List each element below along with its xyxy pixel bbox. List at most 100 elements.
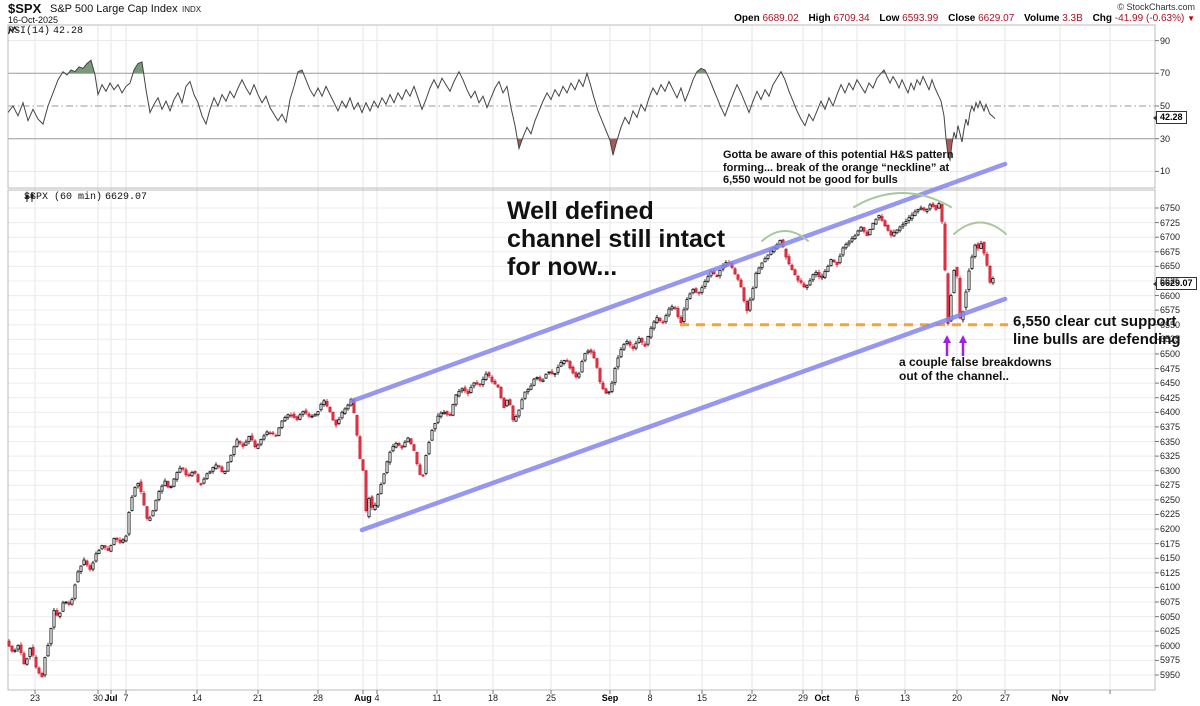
x-axis-label: 8 bbox=[647, 693, 653, 703]
rsi-oversold-fill bbox=[517, 138, 963, 160]
x-axis-label: 15 bbox=[696, 693, 707, 703]
x-axis-label: 29 bbox=[797, 693, 808, 703]
x-axis-label: Aug bbox=[354, 693, 372, 703]
y-axis-label: 6325 bbox=[1160, 451, 1181, 462]
y-axis-label: 6650 bbox=[1160, 261, 1181, 272]
y-axis-label: 6150 bbox=[1160, 553, 1181, 564]
high-value: 6709.34 bbox=[833, 13, 870, 24]
chg-label: Chg bbox=[1092, 13, 1113, 24]
y-axis-label: 6025 bbox=[1160, 626, 1181, 637]
y-axis-label: 5975 bbox=[1160, 655, 1181, 666]
volume-label: Volume bbox=[1024, 13, 1060, 24]
y-axis-label: 6300 bbox=[1160, 465, 1181, 476]
x-axis-label: 14 bbox=[191, 693, 202, 703]
candlestick-icon bbox=[25, 192, 34, 202]
open-value: 6689.02 bbox=[762, 13, 799, 24]
hs-pattern-arc bbox=[953, 221, 1007, 235]
y-axis-label: 6225 bbox=[1160, 509, 1181, 520]
x-axis-label: 25 bbox=[545, 693, 556, 703]
support-line-note: 6,550 clear cut support line bulls are d… bbox=[1013, 313, 1181, 348]
indicator-sparkline-icon bbox=[8, 26, 18, 35]
y-axis-label: 6700 bbox=[1160, 232, 1181, 243]
chg-down-triangle-icon: ▼ bbox=[1187, 14, 1195, 23]
x-axis-label: 20 bbox=[951, 693, 962, 703]
y-axis-label: 6750 bbox=[1160, 203, 1181, 213]
drawn-annotations bbox=[349, 161, 1008, 533]
y-axis-label: 6200 bbox=[1160, 524, 1181, 535]
rsi-line bbox=[7, 59, 996, 162]
y-axis-label: 6125 bbox=[1160, 567, 1181, 578]
x-axis-label: Jul bbox=[104, 693, 118, 703]
price-legend-value: 6629.07 bbox=[105, 192, 148, 203]
y-axis-label: 90 bbox=[1160, 35, 1171, 46]
x-axis-label: 11 bbox=[432, 693, 442, 703]
channel-upper-line bbox=[349, 161, 1008, 404]
close-label: Close bbox=[948, 13, 976, 24]
y-axis-label: 5950 bbox=[1160, 670, 1181, 680]
y-axis-label: 6000 bbox=[1160, 640, 1181, 651]
false-breakdown-note: a couple false breakdowns out of the cha… bbox=[899, 355, 1052, 383]
y-axis-label: 6675 bbox=[1160, 246, 1181, 257]
x-axis-label: 22 bbox=[746, 693, 757, 703]
y-axis-label: 10 bbox=[1160, 166, 1171, 177]
rsi-last-value-badge: 42.28 bbox=[1156, 111, 1187, 124]
y-axis-label: 6350 bbox=[1160, 436, 1181, 447]
stockcharts-credit: © StockCharts.com bbox=[1117, 2, 1195, 12]
hs-pattern-arc bbox=[853, 192, 952, 208]
price-legend-label: $SPX (60 min) bbox=[24, 192, 103, 203]
symbol-name: S&P 500 Large Cap Index bbox=[50, 3, 178, 15]
high-label: High bbox=[808, 13, 831, 24]
y-axis-label: 6250 bbox=[1160, 494, 1181, 505]
y-axis-label: 6625 bbox=[1160, 275, 1181, 286]
y-axis-label: 6500 bbox=[1160, 348, 1181, 359]
x-axis-label: 30 bbox=[92, 693, 103, 703]
chg-value: -41.99 (-0.63%) bbox=[1114, 13, 1185, 24]
x-axis-label: 27 bbox=[999, 693, 1010, 703]
x-axis-label: Nov bbox=[1051, 693, 1069, 703]
low-value: 6593.99 bbox=[902, 13, 939, 24]
y-axis-label: 50 bbox=[1160, 101, 1171, 111]
open-label: Open bbox=[734, 13, 760, 24]
x-axis-label: Sep bbox=[601, 693, 619, 703]
candlesticks bbox=[7, 201, 995, 678]
y-axis-label: 6375 bbox=[1160, 421, 1181, 432]
y-axis-label: 6425 bbox=[1160, 392, 1181, 403]
y-axis-label: 6400 bbox=[1160, 407, 1181, 418]
x-axis-label: 6 bbox=[854, 693, 860, 703]
y-axis-label: 6600 bbox=[1160, 290, 1181, 301]
y-axis-label: 6475 bbox=[1160, 363, 1181, 374]
chart-date: 16-Oct-2025 bbox=[8, 15, 59, 25]
symbol: $SPX bbox=[8, 1, 42, 16]
y-axis-label: 70 bbox=[1160, 68, 1171, 79]
low-label: Low bbox=[879, 13, 900, 24]
rsi-legend-label: RSI(14) bbox=[8, 26, 51, 37]
x-axis-label: 18 bbox=[487, 693, 498, 703]
hs-pattern-arc bbox=[761, 230, 809, 242]
x-axis-label: 21 bbox=[252, 693, 263, 703]
axis-ticks bbox=[34, 40, 1159, 694]
price-last-value-badge: 6629.07 bbox=[1156, 277, 1197, 290]
y-axis-label: 30 bbox=[1160, 133, 1171, 144]
y-axis-label: 6525 bbox=[1160, 334, 1181, 345]
rsi-legend-value: 42.28 bbox=[53, 26, 84, 37]
y-axis-label: 6050 bbox=[1160, 611, 1181, 622]
y-axis-label: 6100 bbox=[1160, 582, 1181, 593]
y-axis-label: 6175 bbox=[1160, 538, 1181, 549]
x-axis-label: Oct bbox=[814, 693, 830, 703]
close-value: 6629.07 bbox=[978, 13, 1015, 24]
x-axis-label: 4 bbox=[374, 693, 380, 703]
volume-value: 3.3B bbox=[1062, 13, 1083, 24]
head-and-shoulders-note: Gotta be aware of this potential H&S pat… bbox=[723, 149, 954, 186]
y-axis-label: 6725 bbox=[1160, 217, 1181, 228]
x-axis-label: 13 bbox=[899, 693, 910, 703]
exchange-label: INDX bbox=[182, 5, 202, 14]
y-axis-label: 6575 bbox=[1160, 305, 1181, 316]
price-legend: $SPX (60 min) 6629.07 bbox=[24, 192, 147, 203]
y-axis-label: 6450 bbox=[1160, 378, 1181, 389]
y-axis-label: 6275 bbox=[1160, 480, 1181, 491]
y-axis-label: 6075 bbox=[1160, 597, 1181, 608]
channel-note: Well defined channel still intact for no… bbox=[507, 197, 726, 281]
x-axis-label: 28 bbox=[312, 693, 323, 703]
